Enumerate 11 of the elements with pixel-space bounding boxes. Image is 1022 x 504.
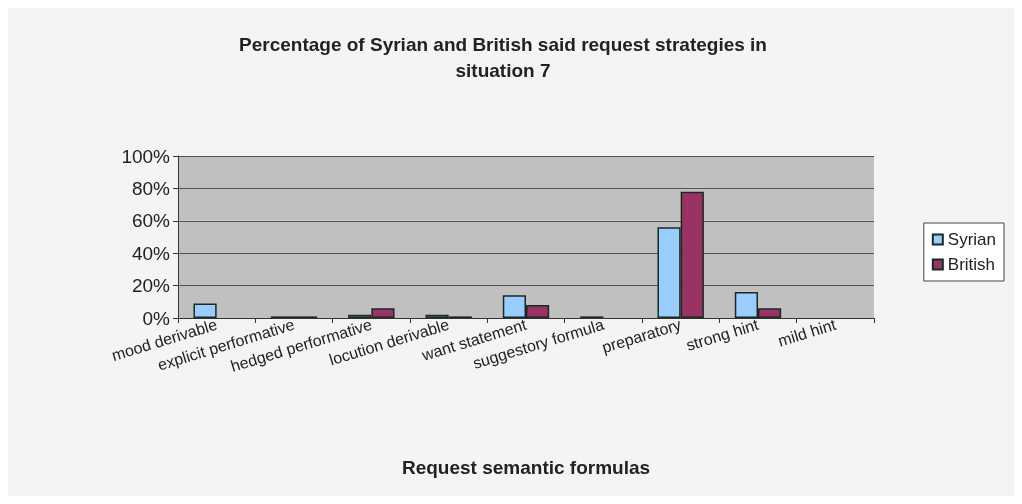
- y-tick-label: 20%: [131, 275, 171, 297]
- legend-label: British: [947, 255, 996, 274]
- x-axis-title: Request semantic formulas: [401, 457, 651, 478]
- y-tick-label: 100%: [121, 145, 171, 167]
- y-tick-label: 40%: [131, 242, 171, 264]
- x-tick-label: strong hint: [684, 315, 762, 354]
- x-tick-label: mild hint: [775, 315, 839, 350]
- chart-title: Percentage of Syrian and British said request strategies in situation 7: [239, 33, 767, 81]
- y-tick-label: 80%: [131, 177, 171, 199]
- y-tick-label: 60%: [131, 210, 171, 232]
- legend-label: Syrian: [947, 230, 996, 249]
